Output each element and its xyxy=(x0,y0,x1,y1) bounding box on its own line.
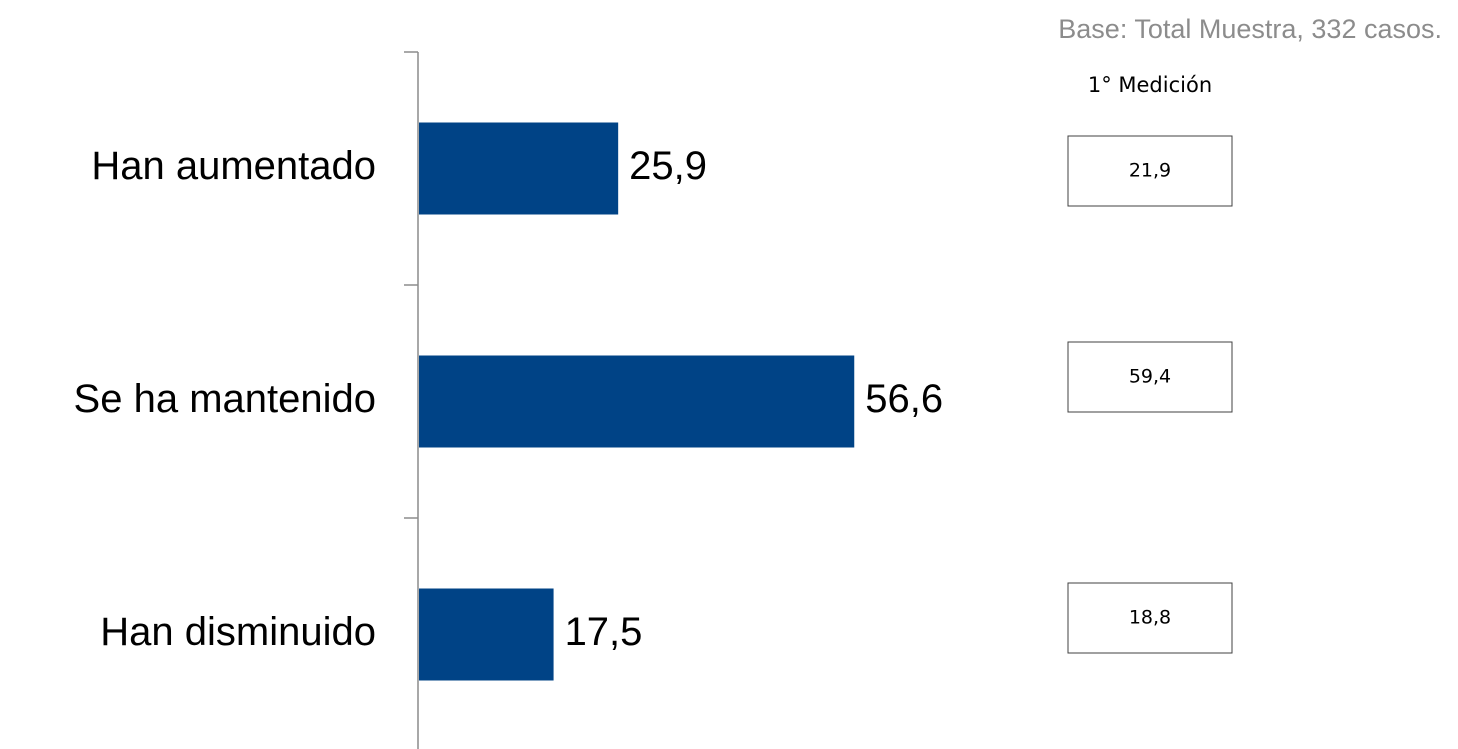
category-label: Han aumentado xyxy=(91,144,376,188)
comparison-title: 1° Medición xyxy=(1088,73,1212,97)
comparison-box xyxy=(1067,582,1233,654)
comparison-value: 59,4 xyxy=(1129,366,1171,388)
bar xyxy=(419,588,554,681)
comparison-value: 21,9 xyxy=(1129,160,1171,182)
data-label: 56,6 xyxy=(865,377,943,421)
data-label: 25,9 xyxy=(629,144,707,188)
comparison-value: 18,8 xyxy=(1129,607,1171,629)
data-label: 17,5 xyxy=(565,610,643,654)
bar xyxy=(419,122,619,215)
category-label: Han disminuido xyxy=(100,610,376,654)
comparison-box xyxy=(1067,135,1233,207)
comparison-box xyxy=(1067,341,1233,413)
category-label: Se ha mantenido xyxy=(74,377,376,421)
base-note: Base: Total Muestra, 332 casos. xyxy=(1058,14,1442,44)
bar xyxy=(419,355,855,448)
